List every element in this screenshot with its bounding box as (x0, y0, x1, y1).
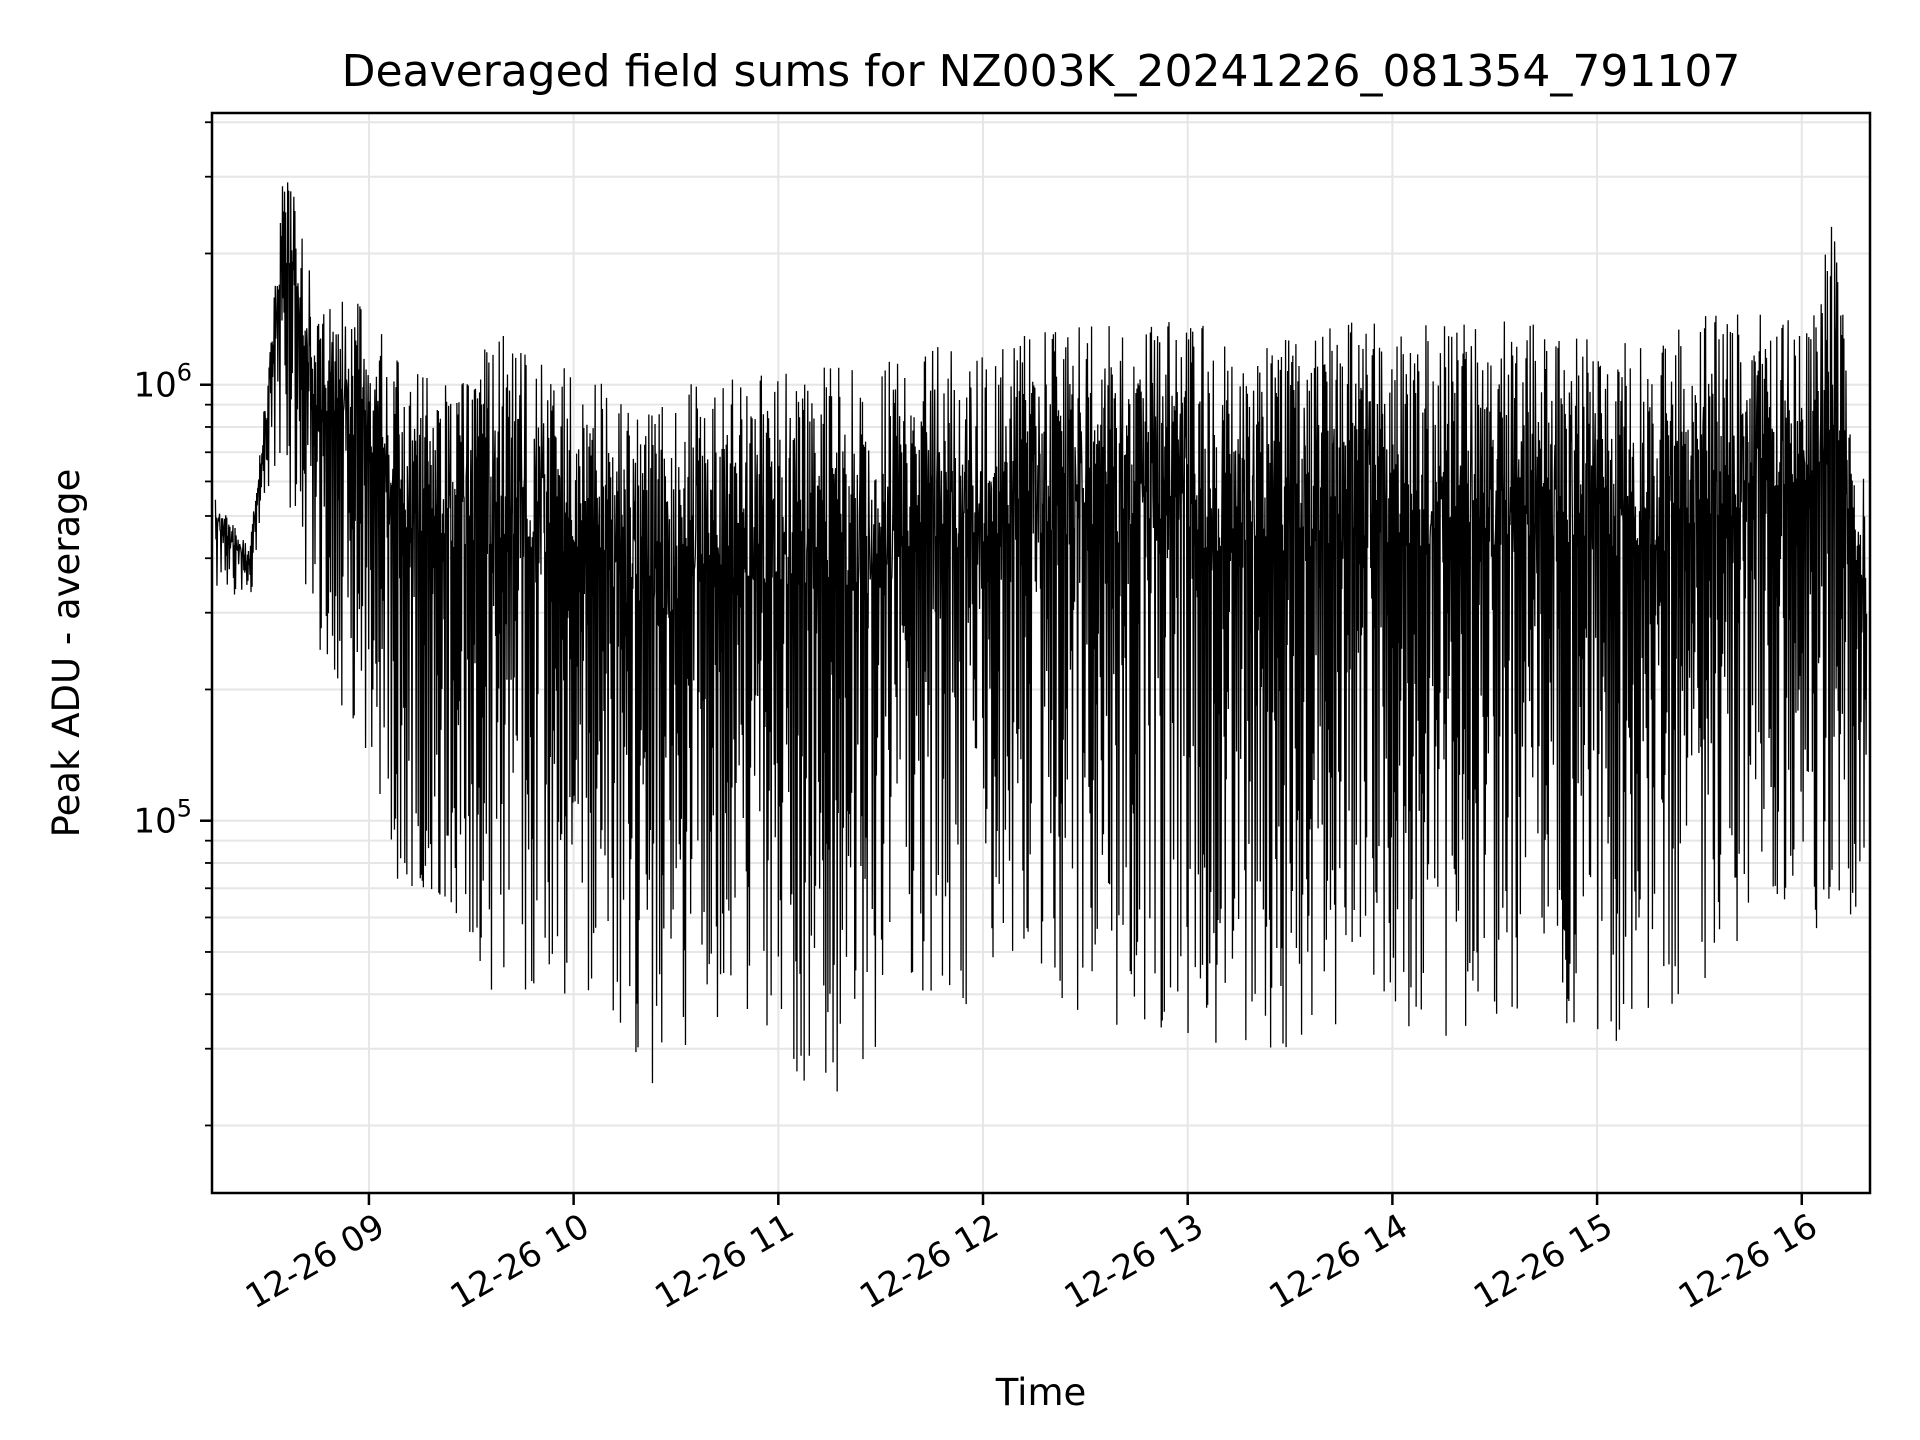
x-tick-label: 12-26 11 (648, 1206, 800, 1317)
x-axis-label: Time (995, 1371, 1087, 1414)
x-tick-label: 12-26 09 (239, 1206, 391, 1317)
x-tick-label: 12-26 12 (853, 1206, 1005, 1317)
y-tick-label: 106 (133, 359, 192, 406)
plot-frame (210, 111, 1872, 1195)
y-tick-label: 105 (133, 795, 192, 842)
series-line (214, 182, 1868, 1092)
x-tick-label: 12-26 10 (444, 1206, 596, 1317)
y-axis-label: Peak ADU - average (45, 469, 88, 838)
x-tick-label: 12-26 13 (1058, 1206, 1210, 1317)
x-tick-label: 12-26 14 (1262, 1206, 1414, 1317)
chart-title: Deaveraged field sums for NZ003K_2024122… (342, 46, 1741, 97)
x-tick-label: 12-26 15 (1467, 1206, 1619, 1317)
series-layer (214, 182, 1868, 1092)
x-tick-label: 12-26 16 (1672, 1206, 1824, 1317)
